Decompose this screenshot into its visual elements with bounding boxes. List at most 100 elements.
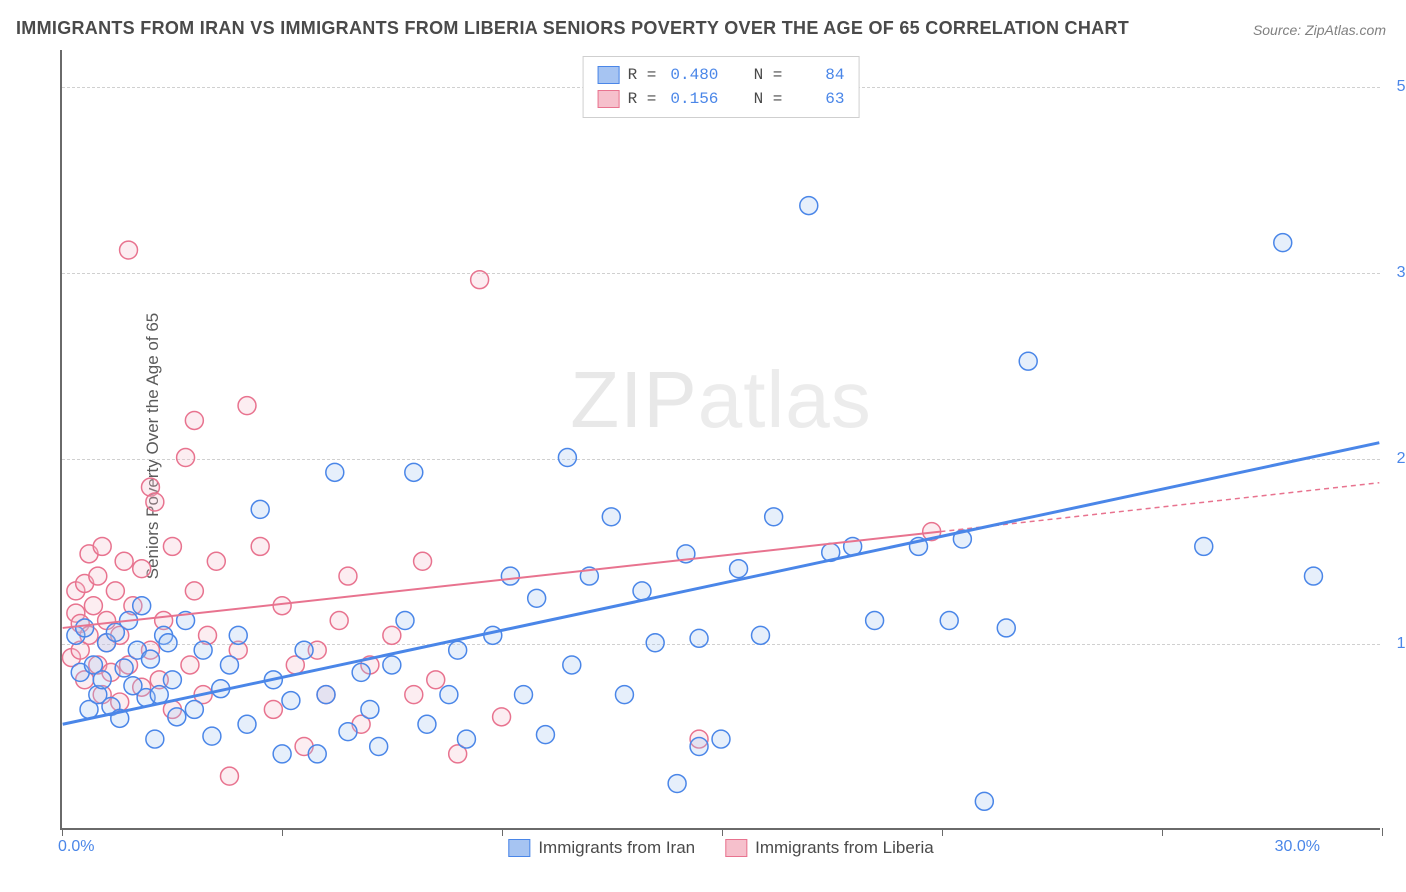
- scatter-point-iran: [273, 745, 291, 763]
- source-label: Source: ZipAtlas.com: [1253, 22, 1386, 38]
- scatter-point-liberia: [133, 560, 151, 578]
- scatter-point-liberia: [405, 686, 423, 704]
- scatter-point-iran: [440, 686, 458, 704]
- x-tick-mark: [282, 828, 283, 836]
- scatter-point-iran: [975, 792, 993, 810]
- series-legend-label-liberia: Immigrants from Liberia: [755, 838, 934, 858]
- scatter-point-iran: [282, 692, 300, 710]
- scatter-point-liberia: [339, 567, 357, 585]
- scatter-point-iran: [646, 634, 664, 652]
- scatter-point-iran: [501, 567, 519, 585]
- scatter-point-liberia: [84, 597, 102, 615]
- x-tick-mark: [1162, 828, 1163, 836]
- y-axis-tick-label: 37.5%: [1397, 264, 1406, 282]
- legend-swatch-iran: [508, 839, 530, 857]
- x-tick-mark: [942, 828, 943, 836]
- scatter-point-iran: [633, 582, 651, 600]
- trend-line: [63, 443, 1380, 725]
- scatter-point-iran: [752, 626, 770, 644]
- scatter-point-iran: [133, 597, 151, 615]
- scatter-point-iran: [220, 656, 238, 674]
- scatter-point-iran: [800, 197, 818, 215]
- scatter-point-iran: [159, 634, 177, 652]
- scatter-point-iran: [866, 612, 884, 630]
- scatter-point-liberia: [383, 626, 401, 644]
- x-tick-mark: [1382, 828, 1383, 836]
- scatter-point-iran: [396, 612, 414, 630]
- scatter-point-iran: [484, 626, 502, 644]
- scatter-point-iran: [712, 730, 730, 748]
- scatter-point-liberia: [106, 582, 124, 600]
- scatter-point-iran: [449, 641, 467, 659]
- scatter-point-iran: [457, 730, 475, 748]
- legend-swatch-liberia: [725, 839, 747, 857]
- scatter-point-liberia: [181, 656, 199, 674]
- scatter-point-iran: [765, 508, 783, 526]
- legend-swatch-iran: [598, 66, 620, 84]
- correlation-legend-box: R = 0.480 N = 84 R = 0.156 N = 63: [583, 56, 860, 118]
- scatter-point-iran: [405, 463, 423, 481]
- scatter-point-liberia: [220, 767, 238, 785]
- scatter-point-liberia: [120, 241, 138, 259]
- scatter-point-liberia: [493, 708, 511, 726]
- scatter-point-iran: [203, 727, 221, 745]
- legend-r-value-iran: 0.480: [664, 63, 718, 87]
- scatter-point-iran: [1274, 234, 1292, 252]
- scatter-point-liberia: [330, 612, 348, 630]
- scatter-point-iran: [229, 626, 247, 644]
- legend-n-value-iran: 84: [790, 63, 844, 87]
- correlation-legend-row-iran: R = 0.480 N = 84: [598, 63, 845, 87]
- scatter-point-iran: [730, 560, 748, 578]
- scatter-point-liberia: [238, 397, 256, 415]
- scatter-point-iran: [295, 641, 313, 659]
- correlation-legend-row-liberia: R = 0.156 N = 63: [598, 87, 845, 111]
- scatter-svg: [62, 50, 1380, 828]
- scatter-point-iran: [370, 738, 388, 756]
- x-tick-mark: [502, 828, 503, 836]
- scatter-point-liberia: [185, 582, 203, 600]
- y-axis-tick-label: 25.0%: [1397, 450, 1406, 468]
- chart-title: IMMIGRANTS FROM IRAN VS IMMIGRANTS FROM …: [16, 18, 1129, 39]
- scatter-point-iran: [690, 629, 708, 647]
- x-axis-tick-min: 0.0%: [58, 838, 94, 856]
- scatter-point-iran: [146, 730, 164, 748]
- scatter-point-iran: [602, 508, 620, 526]
- scatter-point-iran: [997, 619, 1015, 637]
- scatter-point-liberia: [115, 552, 133, 570]
- scatter-point-iran: [668, 775, 686, 793]
- x-tick-mark: [62, 828, 63, 836]
- series-legend: Immigrants from Iran Immigrants from Lib…: [508, 838, 933, 858]
- scatter-point-liberia: [273, 597, 291, 615]
- scatter-point-liberia: [207, 552, 225, 570]
- trend-line: [63, 532, 941, 628]
- scatter-point-liberia: [89, 567, 107, 585]
- series-legend-item-liberia: Immigrants from Liberia: [725, 838, 934, 858]
- scatter-point-iran: [194, 641, 212, 659]
- scatter-point-iran: [690, 738, 708, 756]
- scatter-point-iran: [1305, 567, 1323, 585]
- scatter-point-iran: [163, 671, 181, 689]
- y-axis-tick-label: 50.0%: [1397, 78, 1406, 96]
- scatter-point-liberia: [163, 537, 181, 555]
- scatter-point-liberia: [185, 411, 203, 429]
- series-legend-label-iran: Immigrants from Iran: [538, 838, 695, 858]
- scatter-point-liberia: [251, 537, 269, 555]
- correlation-chart: IMMIGRANTS FROM IRAN VS IMMIGRANTS FROM …: [0, 0, 1406, 892]
- scatter-point-iran: [1019, 352, 1037, 370]
- scatter-point-iran: [339, 723, 357, 741]
- legend-swatch-liberia: [598, 90, 620, 108]
- scatter-point-iran: [76, 619, 94, 637]
- scatter-point-iran: [238, 715, 256, 733]
- scatter-point-iran: [418, 715, 436, 733]
- scatter-point-iran: [326, 463, 344, 481]
- scatter-point-iran: [93, 671, 111, 689]
- legend-n-value-liberia: 63: [790, 87, 844, 111]
- scatter-point-liberia: [471, 271, 489, 289]
- scatter-point-liberia: [93, 537, 111, 555]
- legend-r-label: R =: [628, 87, 657, 111]
- scatter-point-liberia: [427, 671, 445, 689]
- legend-n-label: N =: [754, 87, 783, 111]
- y-axis-tick-label: 12.5%: [1397, 635, 1406, 653]
- scatter-point-iran: [383, 656, 401, 674]
- scatter-point-iran: [141, 650, 159, 668]
